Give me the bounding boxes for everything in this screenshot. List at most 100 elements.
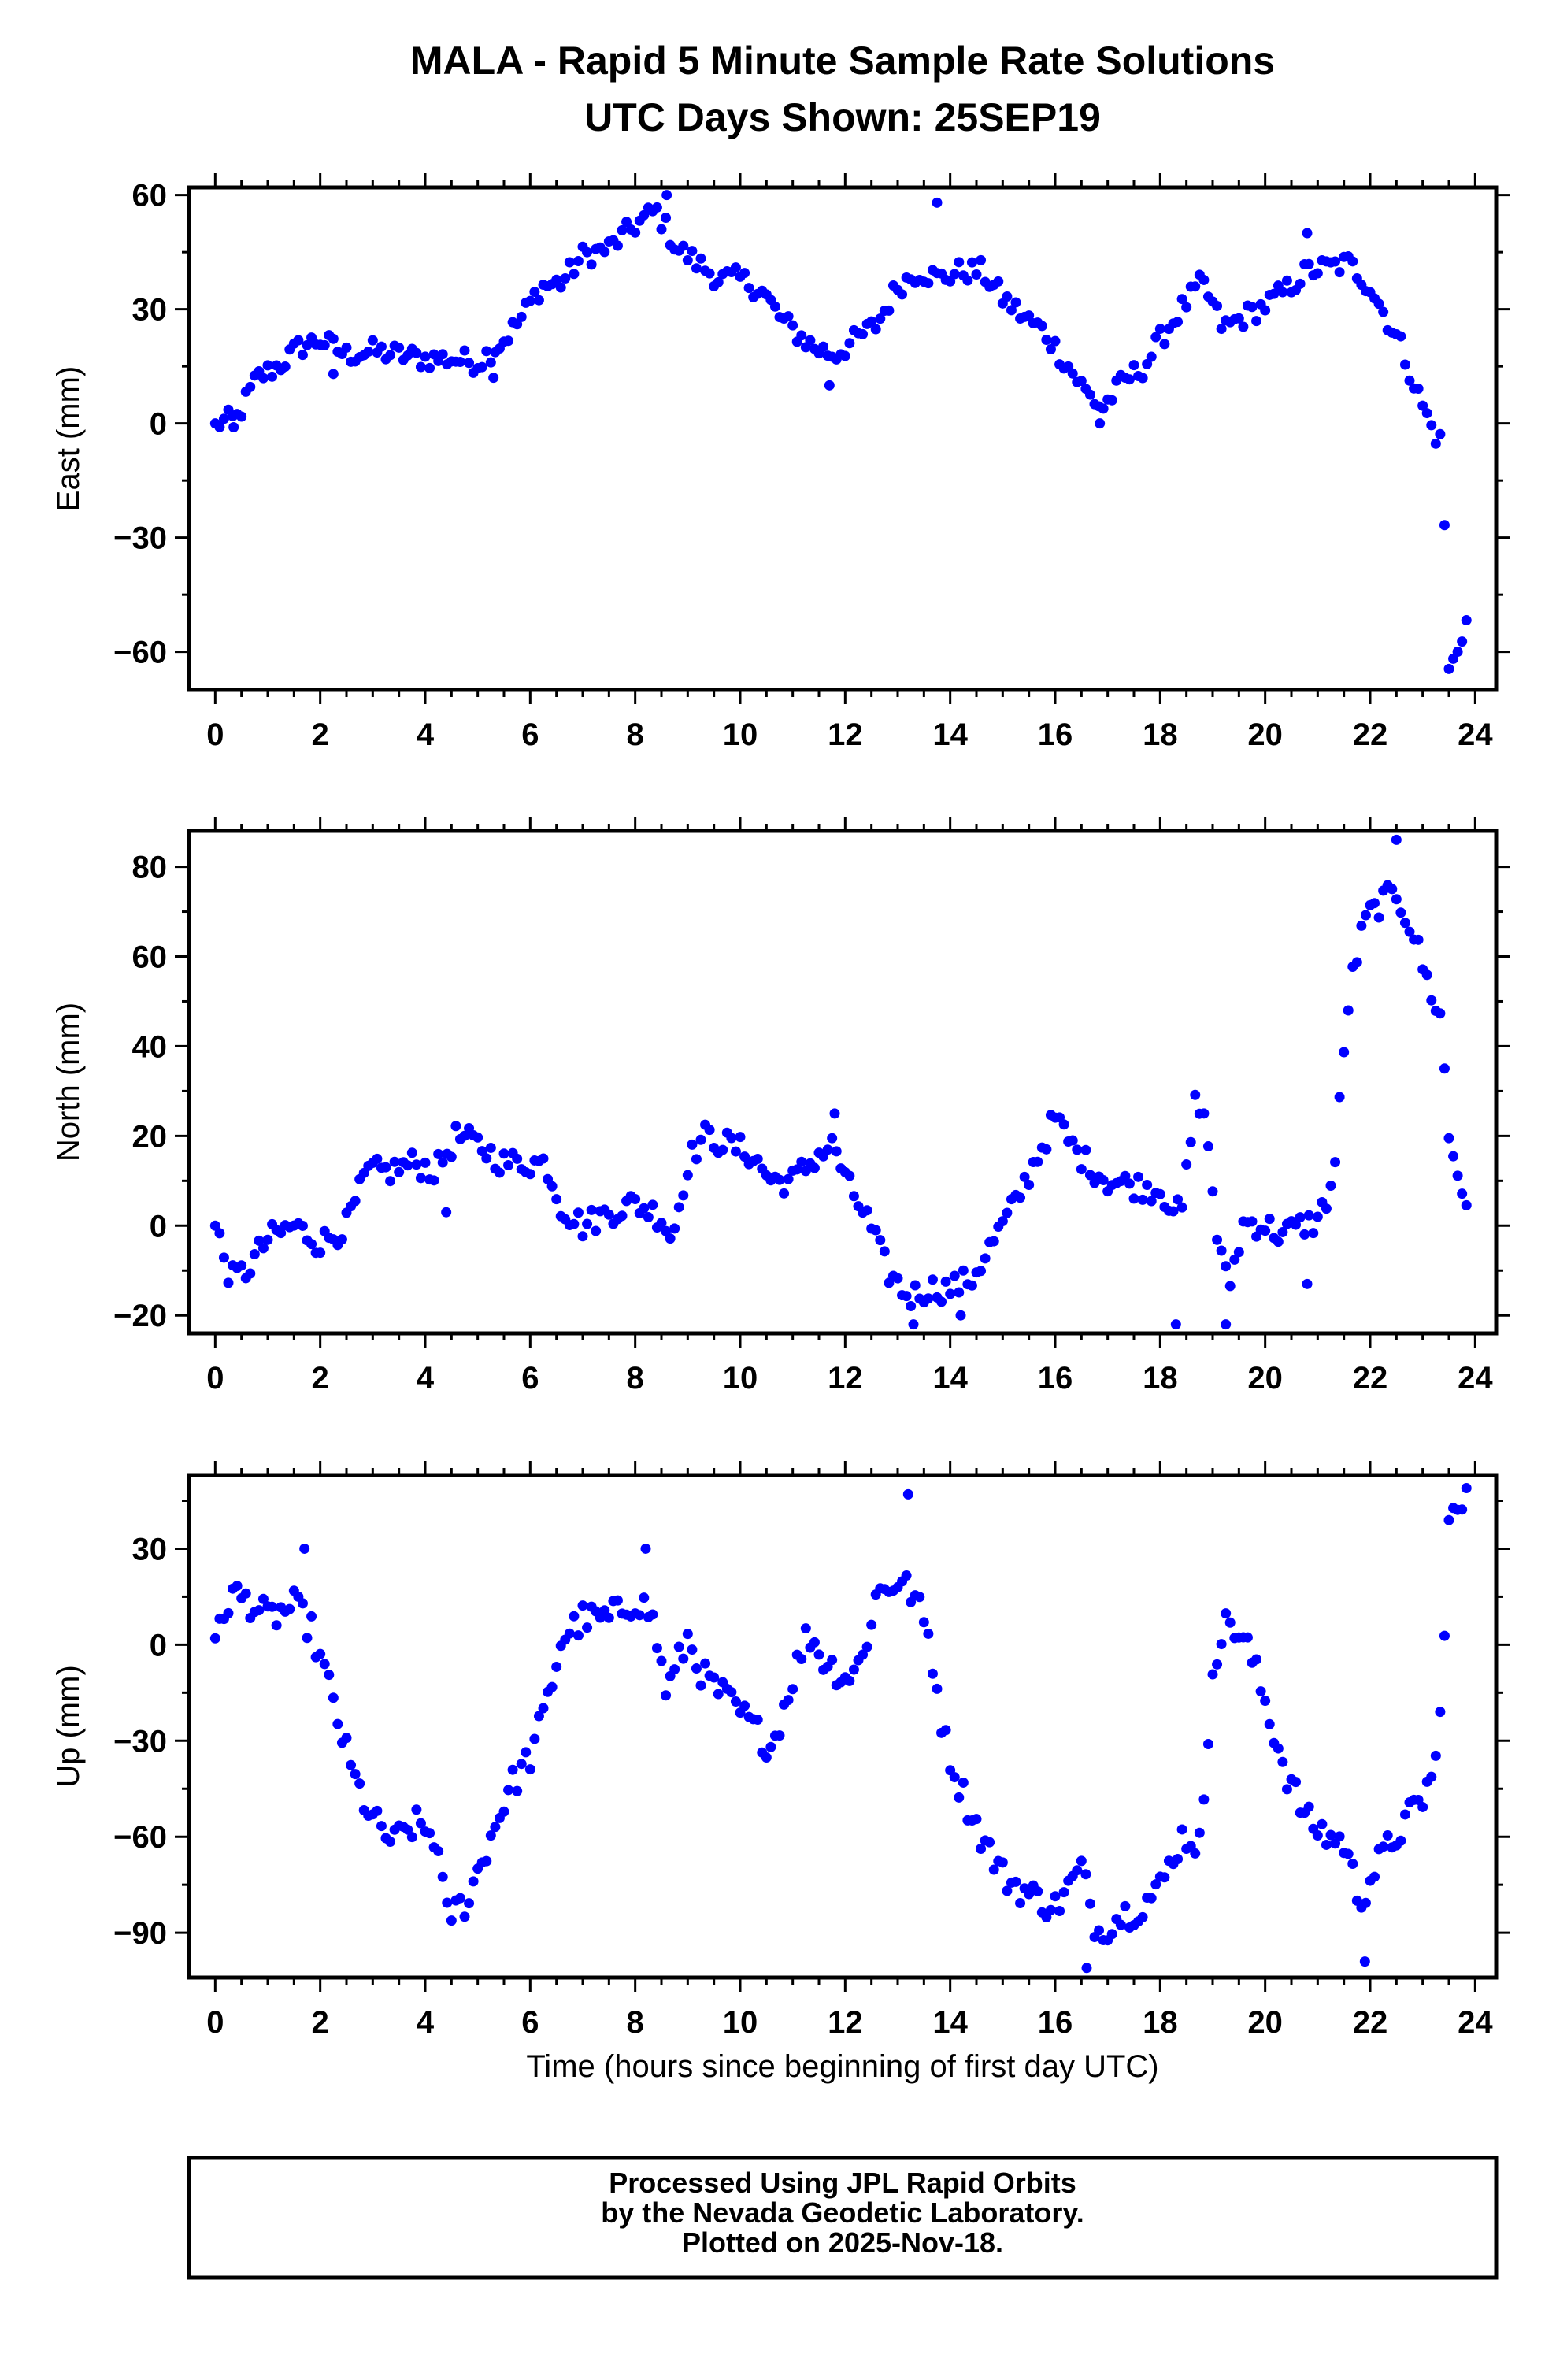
north-data-point [402, 1160, 413, 1171]
up-data-point [765, 1741, 776, 1752]
up-data-point [1273, 1743, 1284, 1754]
north-data-point [450, 1121, 461, 1132]
east-data-point [805, 335, 816, 346]
up-data-point [1435, 1707, 1446, 1718]
east-data-point [454, 356, 465, 367]
north-data-point [752, 1153, 763, 1164]
chart-title-line1: MALA - Rapid 5 Minute Sample Rate Soluti… [410, 39, 1275, 83]
east-data-point [569, 269, 580, 280]
up-data-point [372, 1805, 383, 1816]
east-data-point [1190, 281, 1201, 292]
north-data-point [1176, 1202, 1187, 1213]
east-data-point [582, 247, 593, 258]
east-data-point [1399, 359, 1410, 370]
north-plot-frame [187, 829, 1499, 1336]
east-data-point [1295, 278, 1306, 289]
east-data-point [858, 328, 869, 339]
up-data-point [1080, 1869, 1091, 1880]
north-data-point [214, 1228, 225, 1239]
east-x-tick-label: 6 [521, 717, 539, 752]
north-data-point [209, 1220, 220, 1231]
east-y-tick-label: 30 [132, 293, 168, 328]
north-data-point [485, 1142, 496, 1153]
east-data-point [236, 411, 247, 422]
east-data-point [533, 295, 544, 306]
up-data-point [918, 1617, 929, 1628]
east-data-point [1251, 316, 1262, 327]
up-data-point [328, 1692, 339, 1703]
north-data-point [726, 1133, 737, 1144]
up-data-point [954, 1792, 965, 1803]
north-data-point [389, 1156, 400, 1167]
north-data-point [1128, 1193, 1139, 1204]
up-data-point [1081, 1963, 1092, 1974]
north-data-point [730, 1146, 741, 1157]
up-data-point [485, 1830, 496, 1841]
up-data-point [651, 1643, 662, 1654]
north-data-point [1098, 1175, 1109, 1186]
east-data-point [1430, 438, 1441, 449]
east-data-point [1084, 389, 1095, 400]
north-data-point [441, 1207, 452, 1218]
up-data-point [1002, 1885, 1013, 1896]
north-data-point [420, 1157, 431, 1168]
east-x-tick-label: 12 [828, 717, 863, 752]
east-data-point [214, 421, 225, 432]
north-data-point [1443, 1133, 1454, 1144]
up-data-point [1251, 1654, 1262, 1665]
north-data-point [503, 1159, 514, 1170]
north-data-point [1024, 1179, 1035, 1190]
up-data-point [1321, 1839, 1332, 1850]
east-data-point [1373, 298, 1384, 310]
north-data-point [1448, 1151, 1459, 1162]
east-data-point [1050, 335, 1061, 347]
up-plot-frame [187, 1473, 1499, 1980]
east-data-point [228, 422, 239, 432]
east-y-axis-label: East (mm) [51, 366, 86, 511]
north-data-point [1395, 907, 1406, 918]
up-x-tick-label: 14 [932, 2005, 968, 2040]
east-data-point [875, 313, 886, 324]
north-data-point [512, 1153, 523, 1164]
east-data-point [695, 253, 706, 264]
north-data-point [822, 1144, 833, 1155]
up-y-tick-label: 30 [132, 1532, 168, 1566]
up-data-point [1224, 1617, 1236, 1628]
up-x-tick-label: 16 [1038, 2005, 1073, 2040]
north-data-point [1224, 1281, 1236, 1292]
north-y-tick-label: 80 [132, 851, 168, 885]
east-data-point [481, 346, 492, 357]
north-data-point [954, 1287, 965, 1298]
east-data-point [516, 311, 527, 322]
east-data-point [1150, 332, 1161, 343]
up-data-point [1281, 1784, 1292, 1795]
east-data-point [1334, 267, 1345, 278]
north-data-point [1302, 1278, 1313, 1289]
north-y-tick-label: 40 [132, 1029, 168, 1064]
up-data-point [1312, 1830, 1323, 1841]
east-data-point [512, 319, 523, 330]
up-x-tick-label: 2 [312, 2005, 329, 2040]
north-data-point [848, 1191, 859, 1202]
up-data-point [516, 1759, 527, 1770]
up-data-point [1176, 1824, 1187, 1835]
east-data-point [639, 209, 650, 221]
east-data-point [1041, 335, 1052, 346]
up-data-point [647, 1609, 658, 1620]
north-data-point [1435, 1008, 1446, 1019]
north-data-point [639, 1203, 650, 1214]
north-data-point [1277, 1226, 1288, 1237]
north-data-point [481, 1153, 492, 1164]
north-data-point [472, 1132, 483, 1143]
up-data-point [1115, 1919, 1126, 1930]
north-x-tick-label: 12 [828, 1361, 863, 1396]
east-data-point [551, 274, 562, 285]
up-data-point [971, 1814, 982, 1825]
north-data-point [910, 1280, 921, 1291]
up-data-point [761, 1752, 772, 1763]
east-data-point [218, 413, 229, 424]
up-data-point [481, 1855, 492, 1867]
up-x-tick-label: 10 [723, 2005, 758, 2040]
north-data-point [1303, 1210, 1314, 1221]
